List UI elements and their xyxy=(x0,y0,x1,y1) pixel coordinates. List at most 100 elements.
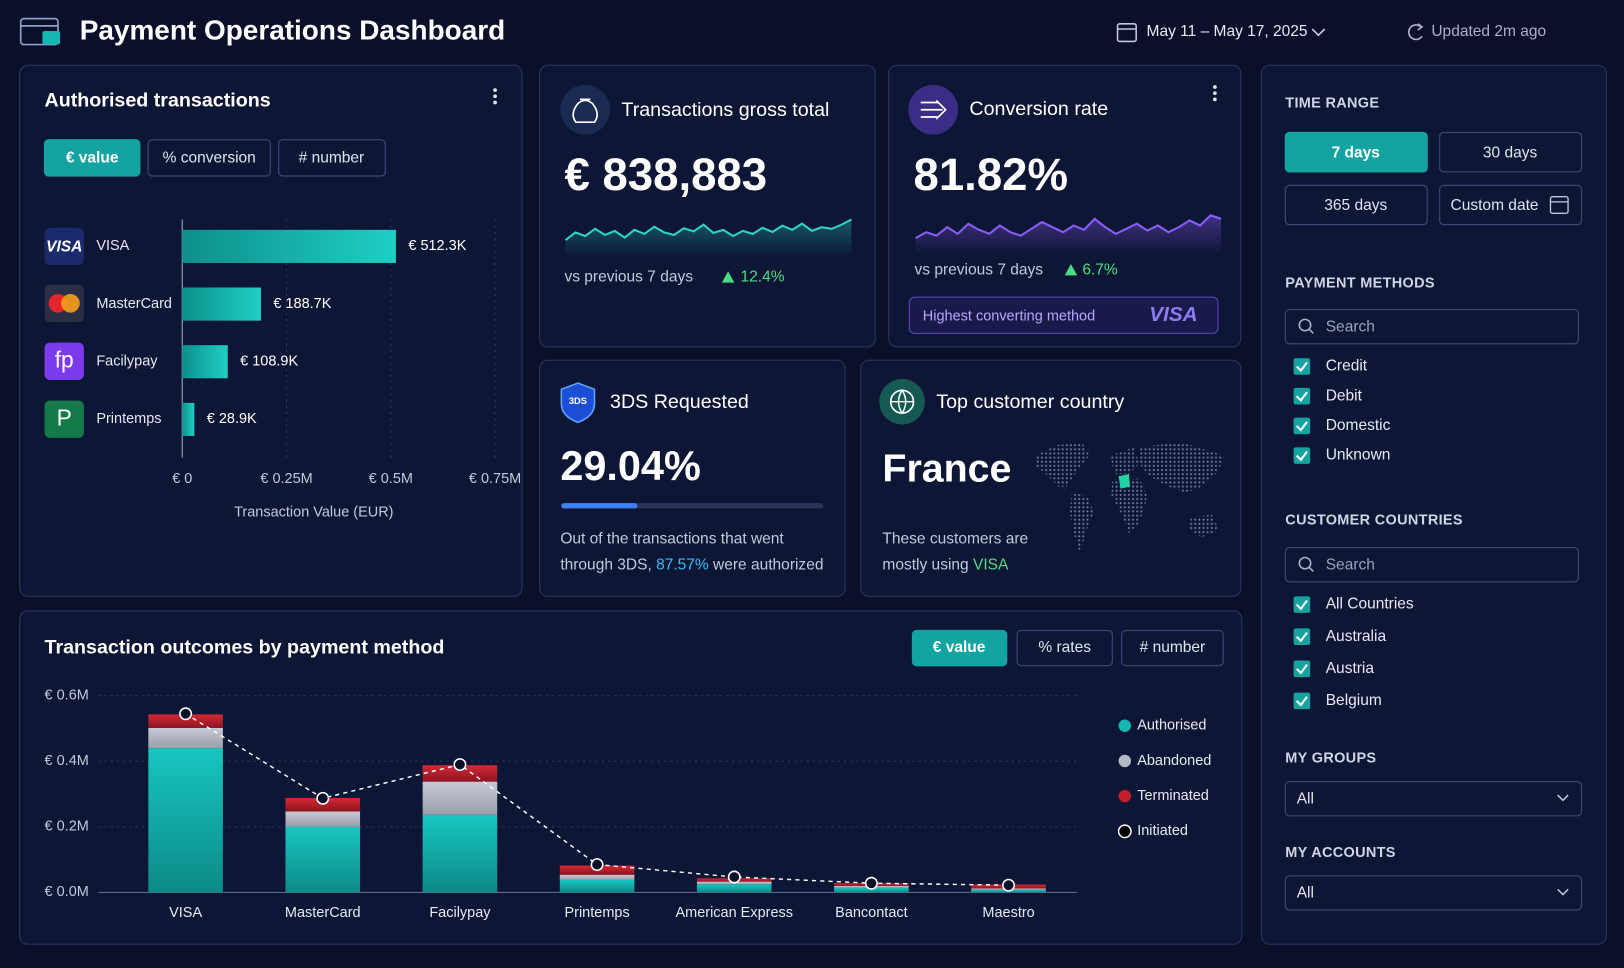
bar-segment xyxy=(834,887,909,893)
time-range-label[interactable]: 30 days xyxy=(1483,144,1538,161)
checkbox[interactable] xyxy=(1293,387,1311,405)
time-range-label[interactable]: Custom date xyxy=(1451,197,1539,214)
select-chevron[interactable] xyxy=(1557,888,1569,896)
bar-segment xyxy=(559,879,635,893)
checkmark[interactable] xyxy=(1295,599,1308,611)
time-range-group: 7 days 30 days 365 days Custom date xyxy=(1284,131,1583,226)
checkbox[interactable] xyxy=(1293,417,1311,435)
dropdown-chevron[interactable] xyxy=(1311,28,1326,37)
up-arrow xyxy=(721,271,735,283)
select-value[interactable]: All xyxy=(1297,790,1314,807)
y-tick-label: € 0.6M xyxy=(45,688,89,704)
tab[interactable] xyxy=(1121,629,1224,667)
select-chevron[interactable] xyxy=(1557,794,1569,802)
date-picker[interactable]: May 11 – May 17, 2025 xyxy=(1116,23,1326,43)
tab[interactable] xyxy=(1016,629,1113,667)
x-tick-label: Printemps xyxy=(564,905,629,921)
bar-segment xyxy=(559,874,635,880)
tab-label[interactable]: € value xyxy=(933,639,986,656)
tab-label[interactable]: # number xyxy=(299,150,365,167)
bar-segment xyxy=(696,884,772,893)
checkbox-label[interactable]: Debit xyxy=(1326,387,1363,404)
checkmark[interactable] xyxy=(1295,361,1308,373)
time-range-button[interactable] xyxy=(1439,184,1583,226)
initiated-point xyxy=(179,707,193,721)
time-range-button[interactable] xyxy=(1284,131,1428,173)
bar-segment xyxy=(148,748,223,893)
checkbox-label[interactable]: Unknown xyxy=(1326,447,1391,464)
bar xyxy=(182,402,195,436)
bar xyxy=(182,287,261,321)
time-range-label[interactable]: 7 days xyxy=(1332,144,1380,161)
select[interactable] xyxy=(1284,781,1583,817)
bar-segment xyxy=(422,781,498,815)
select[interactable] xyxy=(1284,875,1583,911)
description: Out of the transactions that went xyxy=(560,530,784,547)
checkbox-label[interactable]: Belgium xyxy=(1326,692,1382,709)
bar-segment xyxy=(148,727,223,749)
x-tick-label: MasterCard xyxy=(285,905,361,921)
search-input[interactable] xyxy=(1284,308,1580,345)
checkmark[interactable] xyxy=(1295,421,1308,432)
tab[interactable] xyxy=(147,139,271,177)
checkmark[interactable] xyxy=(1295,391,1308,402)
x-tick-label: Maestro xyxy=(982,905,1034,921)
tab-label[interactable]: % conversion xyxy=(163,150,256,167)
highlight-box xyxy=(908,296,1219,334)
card-menu[interactable] xyxy=(493,88,497,105)
checkbox[interactable] xyxy=(1293,358,1311,375)
three-ds-card: 3DS 3DS Requested 29.04% Out of the tran… xyxy=(538,359,846,597)
tab-label[interactable]: % rates xyxy=(1038,639,1091,656)
search-input[interactable] xyxy=(1284,547,1580,583)
authorised-chart: € 0 € 0.25M € 0.5M € 0.75M Transaction Value… xyxy=(96,219,521,520)
sparkline-line xyxy=(915,214,1222,240)
checkbox-label[interactable]: Credit xyxy=(1326,358,1368,375)
tab-label[interactable]: # number xyxy=(1140,639,1206,656)
visa-logo-text: VISA xyxy=(46,239,82,256)
calendar-icon[interactable] xyxy=(1549,196,1569,214)
checkbox[interactable] xyxy=(1293,447,1311,464)
tab[interactable] xyxy=(911,629,1008,667)
dashboard-title: Payment Operations Dashboard xyxy=(80,14,505,45)
description-text: mostly using xyxy=(882,556,968,573)
legend-swatch xyxy=(1118,789,1131,803)
tab[interactable] xyxy=(277,139,386,177)
checkbox-label[interactable]: Austria xyxy=(1326,660,1375,677)
checkbox[interactable] xyxy=(1293,628,1311,645)
time-range-button[interactable] xyxy=(1439,131,1583,173)
x-tick-label: VISA xyxy=(169,905,202,921)
checkbox-label[interactable]: All Countries xyxy=(1326,596,1414,613)
refresh[interactable]: Updated 2m ago xyxy=(1407,23,1546,41)
time-range-button[interactable] xyxy=(1284,184,1428,226)
x-tick-label: € 0 xyxy=(172,471,192,487)
card xyxy=(538,64,876,348)
date-range[interactable]: May 11 – May 17, 2025 xyxy=(1147,23,1308,40)
checkmark[interactable] xyxy=(1295,696,1308,707)
checkmark[interactable] xyxy=(1295,631,1308,643)
search-placeholder[interactable]: Search xyxy=(1326,318,1375,335)
bar-segment xyxy=(148,714,223,728)
checkbox[interactable] xyxy=(1293,660,1311,678)
checkbox-label[interactable]: Australia xyxy=(1326,628,1387,645)
kpi-compare: vs previous 7 days xyxy=(915,261,1044,278)
checkbox[interactable] xyxy=(1293,692,1311,710)
checkmark[interactable] xyxy=(1295,664,1308,675)
tab-label[interactable]: € value xyxy=(66,150,119,167)
time-range-label[interactable]: 365 days xyxy=(1324,197,1387,214)
checkbox[interactable] xyxy=(1293,596,1311,613)
checkmark[interactable] xyxy=(1295,450,1308,462)
legend-swatch xyxy=(1117,824,1132,839)
value-label: € 28.9K xyxy=(207,411,257,427)
legend-label: Authorised xyxy=(1137,718,1206,734)
legend-swatch xyxy=(1118,719,1131,732)
kpi-change: 6.7% xyxy=(1082,261,1118,278)
category-label: Facilypay xyxy=(96,354,158,370)
card-title: Authorised transactions xyxy=(45,90,271,112)
search-placeholder[interactable]: Search xyxy=(1326,556,1375,573)
card-menu[interactable] xyxy=(1213,85,1217,102)
sparkline xyxy=(915,214,1222,255)
bar-segment xyxy=(422,814,498,893)
select-value[interactable]: All xyxy=(1297,885,1314,902)
tab[interactable] xyxy=(43,139,141,177)
checkbox-label[interactable]: Domestic xyxy=(1326,417,1391,434)
